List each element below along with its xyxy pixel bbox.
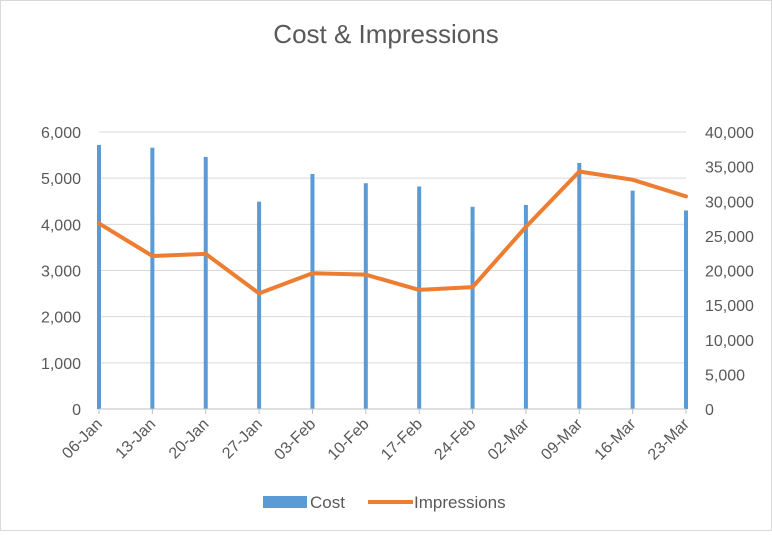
x-tick-label: 23-Mar [645,415,693,463]
cost-bar [684,210,688,409]
x-tick-label: 09-Mar [538,415,586,463]
impressions-point [311,272,313,274]
cost-bar [470,206,475,409]
right-tick-label: 30,000 [705,194,754,211]
impressions-point [151,255,153,257]
impressions-point [632,179,634,181]
cost-bar [417,186,422,409]
right-axis: 0 5,000 10,000 15,000 20,000 25,000 30,000 35,0… [705,125,754,419]
impressions-point [98,222,100,224]
cost-bar [523,204,528,409]
left-tick-label: 3,000 [41,264,81,281]
left-tick-label: 6,000 [41,125,81,142]
cost-bar [577,162,582,409]
x-tick-label: 17-Feb [378,416,426,464]
x-tick-label: 10-Feb [325,416,373,464]
left-tick-label: 2,000 [41,310,81,327]
cost-bar [310,174,315,409]
x-tick-label: 27-Jan [219,416,266,463]
cost-bars [97,144,688,410]
left-tick-label: 0 [72,402,81,419]
right-tick-label: 25,000 [705,229,754,246]
impressions-series-line [97,169,688,296]
right-tick-label: 10,000 [705,333,754,350]
left-axis: 0 1,000 2,000 3,000 4,000 5,000 6,000 [41,125,81,419]
left-tick-label: 4,000 [41,217,81,234]
x-axis: 06-Jan 13-Jan 20-Jan 27-Jan 03-Feb 10-Feb 17-F… [59,408,693,464]
legend-impressions-label: Impressions [414,493,506,512]
left-tick-label: 1,000 [41,356,81,373]
x-tick-label: 16-Mar [592,415,640,463]
impressions-point [365,274,367,276]
impressions-point [578,170,580,172]
cost-bar [363,183,368,409]
impressions-point [258,292,260,294]
x-tick-label: 06-Jan [59,416,106,463]
x-tick-label: 02-Mar [485,415,533,463]
impressions-point [525,226,527,228]
impressions-point [685,195,687,197]
right-tick-label: 20,000 [705,264,754,281]
cost-bar [203,156,208,409]
x-tick-label: 13-Jan [113,416,160,463]
gridlines [99,131,686,364]
legend-cost-swatch [263,496,307,508]
cost-bar [630,190,635,409]
x-tick-label: 24-Feb [432,416,480,464]
x-tick-label: 03-Feb [271,416,319,464]
right-tick-label: 15,000 [705,298,754,315]
impressions-line [97,169,688,296]
impressions-point [472,286,474,288]
right-tick-label: 35,000 [705,160,754,177]
cost-bar [257,201,262,409]
chart-title: Cost & Impressions [273,19,498,49]
legend-cost-label: Cost [310,493,345,512]
right-tick-label: 0 [705,402,714,419]
x-tick-label: 20-Jan [166,416,213,463]
cost-bar [97,144,101,409]
impressions-point [205,253,207,255]
cost-bar [150,147,155,410]
right-tick-label: 40,000 [705,125,754,142]
legend: Cost Impressions [263,493,506,512]
right-tick-label: 5,000 [705,367,745,384]
impressions-point [418,289,420,291]
left-tick-label: 5,000 [41,171,81,188]
